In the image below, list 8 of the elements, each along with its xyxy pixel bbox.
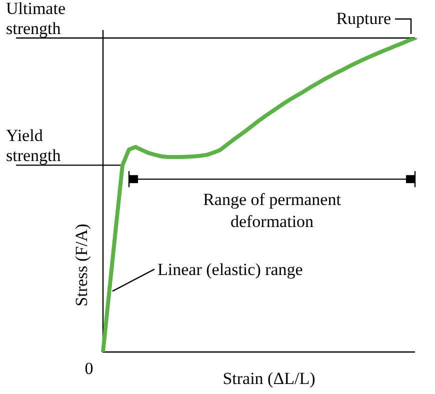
annotation: Linear (elastic) range — [158, 260, 303, 280]
y-axis-title: Stress (F/A) — [72, 224, 91, 306]
annotation: Rupture — [336, 9, 391, 28]
x-axis-title: Strain (ΔL/L) — [222, 369, 316, 388]
text: 0 — [84, 359, 94, 378]
ref-line-label: Yield strength — [6, 126, 62, 166]
ref-line-label: Ultimate strength — [6, 0, 66, 38]
annotation: Range of permanent deformation — [203, 190, 342, 232]
